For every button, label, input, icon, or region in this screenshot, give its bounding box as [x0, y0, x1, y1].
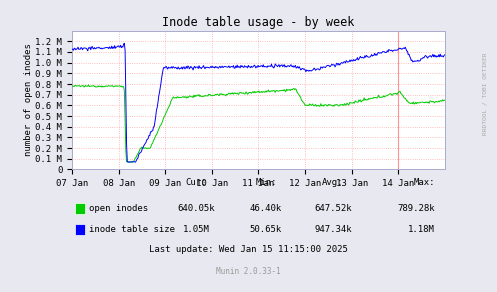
Text: open inodes: open inodes: [89, 204, 149, 213]
Text: RRDTOOL / TOBI OETIKER: RRDTOOL / TOBI OETIKER: [482, 52, 487, 135]
Text: 50.65k: 50.65k: [250, 225, 282, 234]
Text: 789.28k: 789.28k: [397, 204, 435, 213]
Text: Max:: Max:: [414, 178, 435, 187]
Text: 947.34k: 947.34k: [314, 225, 352, 234]
Text: 46.40k: 46.40k: [250, 204, 282, 213]
Text: 1.05M: 1.05M: [183, 225, 210, 234]
Text: inode table size: inode table size: [89, 225, 175, 234]
Title: Inode table usage - by week: Inode table usage - by week: [162, 16, 355, 29]
Text: Avg:: Avg:: [322, 178, 344, 187]
Text: Last update: Wed Jan 15 11:15:00 2025: Last update: Wed Jan 15 11:15:00 2025: [149, 245, 348, 254]
Text: 1.18M: 1.18M: [408, 225, 435, 234]
Text: 640.05k: 640.05k: [177, 204, 215, 213]
Text: Min:: Min:: [255, 178, 277, 187]
Text: Cur:: Cur:: [185, 178, 207, 187]
Text: Munin 2.0.33-1: Munin 2.0.33-1: [216, 267, 281, 276]
Text: 647.52k: 647.52k: [314, 204, 352, 213]
Y-axis label: number of open inodes: number of open inodes: [24, 44, 33, 157]
